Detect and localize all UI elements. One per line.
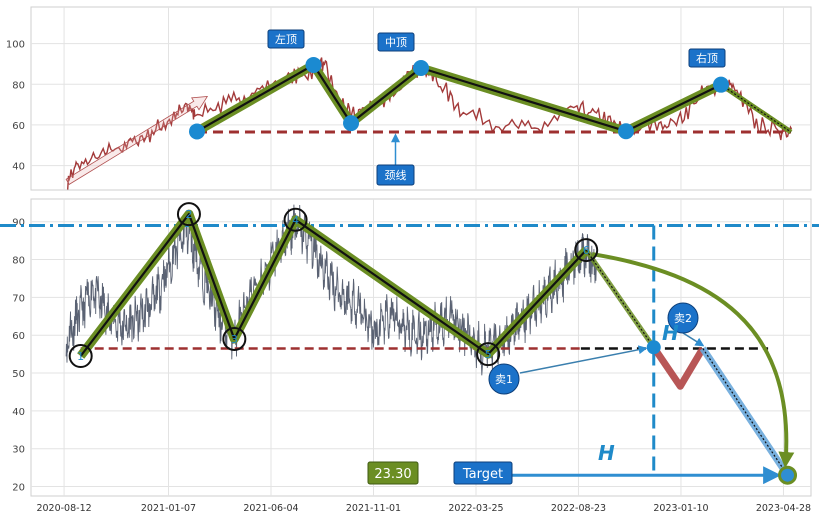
bottom-y-tick-label: 70 (12, 293, 25, 304)
pattern-point-ring-6 (574, 238, 599, 263)
pattern-point-ring-2 (176, 202, 201, 227)
height-label-upper: H (662, 321, 679, 345)
bottom-pattern-markers: 1 2 3 4 5 6 (68, 202, 599, 369)
target-label-badge: Target (453, 461, 513, 485)
target-label-text: Target (462, 467, 503, 482)
x-tick-label: 2022-03-25 (448, 503, 503, 514)
bottom-y-tick-label: 60 (12, 331, 25, 342)
top-pattern-point-1 (188, 123, 205, 140)
top-y-ticks: 40 60 80 100 (6, 40, 25, 173)
label-mid-top-text: 中顶 (385, 36, 407, 49)
bottom-y-tick-label: 40 (12, 407, 25, 418)
x-tick-label: 2022-08-23 (551, 503, 606, 514)
sell1-arrow (519, 345, 648, 374)
top-y-tick-label: 80 (12, 80, 25, 91)
bottom-pattern-line (79, 213, 588, 357)
pattern-point-label-5: 5 (485, 348, 492, 361)
label-left-top-text: 左顶 (275, 33, 297, 46)
sell2-badge: 卖2 (667, 302, 699, 334)
label-left-top: 左顶 (267, 29, 305, 49)
neckline-label-text: 颈线 (385, 168, 407, 182)
bottom-y-tick-label: 90 (12, 218, 25, 229)
pattern-point-label-6: 6 (583, 244, 590, 257)
throwback-leg (650, 345, 706, 390)
bottom-y-tick-label: 30 (12, 445, 25, 456)
top-pattern-line (196, 63, 722, 133)
pattern-point-ring-4 (283, 207, 308, 232)
x-tick-label: 2023-04-28 (756, 503, 811, 514)
x-tick-label: 2023-01-10 (653, 503, 708, 514)
top-y-tick-label: 40 (12, 162, 25, 173)
top-pattern-point-5 (617, 123, 634, 140)
sell2-badge-text: 卖2 (674, 312, 692, 325)
top-y-tick-label: 100 (6, 40, 25, 51)
pattern-point-label-3: 3 (231, 333, 238, 346)
decline-line (702, 348, 789, 476)
pattern-point-ring-5 (476, 342, 501, 367)
pattern-point-label-2: 2 (185, 208, 192, 221)
breakout-point (646, 340, 661, 355)
top-pattern-point-4 (413, 60, 429, 76)
pattern-point-label-1: 1 (77, 350, 84, 363)
sell1-badge-text: 卖1 (495, 373, 513, 386)
x-tick-label: 2021-01-07 (141, 503, 196, 514)
neckline-label: 颈线 (376, 164, 415, 186)
bottom-y-ticks: 20 30 40 50 60 70 80 90 (12, 218, 25, 494)
top-y-tick-label: 60 (12, 121, 25, 132)
top-pattern-point-6 (712, 76, 729, 93)
bottom-y-tick-label: 50 (12, 369, 25, 380)
x-tick-label: 2021-11-01 (346, 503, 401, 514)
target-value-badge: 23.30 (367, 461, 419, 485)
bottom-x-ticks: 2020-08-12 2021-01-07 2021-06-04 2021-11-01… (36, 503, 811, 514)
pattern-point-ring-3 (222, 326, 247, 351)
pattern-point-ring-1 (68, 344, 93, 369)
bottom-price-line (65, 204, 597, 376)
label-right-top-text: 右顶 (696, 51, 718, 65)
top-grid (31, 7, 811, 190)
top-pattern-point-3 (343, 115, 360, 132)
curved-target-arrow (591, 252, 795, 468)
top-projection-band (719, 82, 793, 135)
top-trend-arrow (65, 96, 209, 185)
sell2-arrow (682, 332, 705, 347)
top-panel: 40 60 80 100 颈线 左顶 中顶 右顶 (6, 6, 812, 191)
bottom-y-tick-label: 80 (12, 256, 25, 267)
target-value-text: 23.30 (374, 467, 411, 482)
sell1-badge: 卖1 (488, 363, 520, 395)
bottom-projection-band (584, 248, 656, 349)
top-pattern-markers (188, 56, 729, 140)
height-label-lower: H (598, 441, 615, 465)
x-tick-label: 2020-08-12 (36, 503, 91, 514)
bottom-y-tick-label: 20 (12, 483, 25, 494)
label-right-top: 右顶 (688, 48, 726, 68)
top-pattern-point-2 (305, 56, 322, 73)
target-point (778, 465, 798, 485)
label-mid-top: 中顶 (377, 32, 415, 52)
pattern-point-label-4: 4 (292, 214, 299, 227)
x-tick-label: 2021-06-04 (243, 503, 298, 514)
